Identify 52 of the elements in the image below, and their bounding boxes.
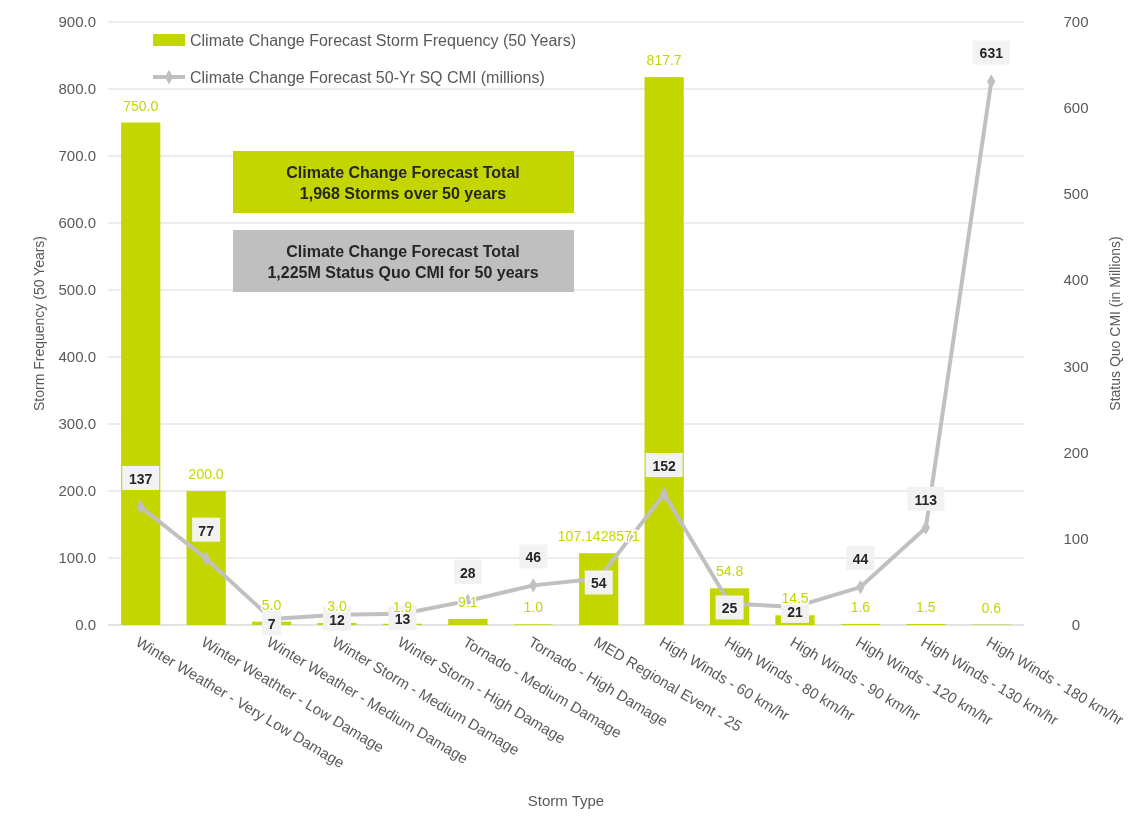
y-tick-label: 700.0 [58, 147, 96, 164]
text-box: Climate Change Forecast Total 1,968 Storms over 50 years [233, 151, 574, 213]
y2-tick-label: 300 [1063, 357, 1089, 375]
y-tick-label: 900.0 [58, 13, 96, 30]
data-label: 9.1 [458, 593, 478, 610]
data-label: 12 [329, 611, 345, 628]
text-box: Climate Change Forecast Total 1,225M Status Quo CMI for 50 years [233, 230, 574, 292]
y-tick-label: 300.0 [58, 415, 96, 432]
y2-tick-label: 500 [1063, 185, 1089, 203]
data-label: 5.0 [261, 596, 282, 613]
data-label: 54 [590, 575, 607, 592]
annotation: Climate Change Forecast Total 1,225M Status Quo CMI for 50 years [267, 242, 539, 281]
data-label: 1.6 [850, 598, 871, 615]
y-tick-label: 200.0 [58, 482, 96, 499]
data-label: 137 [129, 470, 153, 487]
data-label: 113 [914, 491, 938, 508]
data-label: 1.0 [523, 599, 544, 616]
legend-label: Climate Change Forecast Storm Frequency (50 Years) [190, 32, 576, 49]
data-label: 750.0 [123, 97, 159, 114]
data-label: 1.5 [916, 598, 936, 615]
data-label: 631 [979, 45, 1004, 62]
y-tick-label: 500.0 [58, 281, 96, 298]
data-label: 3.0 [327, 597, 347, 614]
y2-tick-label: 200 [1063, 443, 1089, 461]
y2-tick-label: 600 [1063, 99, 1089, 117]
x-axis-title: Storm Type [527, 792, 605, 809]
data-label: 817.7 [646, 52, 682, 69]
y2-axis-title: Status Quo CMI (in Millions) [1107, 236, 1123, 411]
data-label: 1.9 [392, 598, 413, 615]
data-label: 28 [460, 564, 476, 581]
y-tick-label: 400.0 [58, 348, 96, 365]
y2-tick-label: 700 [1063, 13, 1089, 30]
y2-tick-label: 400 [1063, 271, 1089, 289]
y-tick-label: 0.0 [75, 616, 96, 633]
data-label: 200.0 [188, 466, 224, 482]
annotation: Climate Change Forecast Total 1,968 Storms over 50 years [286, 163, 520, 202]
data-label: 44 [852, 551, 869, 568]
y-axis-title: Storm Frequency (50 Years) [31, 235, 47, 412]
data-label: 7 [267, 615, 276, 632]
data-label: 77 [198, 522, 215, 539]
data-label: 25 [721, 600, 738, 617]
data-label: 0.6 [981, 599, 1002, 616]
y-tick-label: 800.0 [58, 80, 96, 97]
y-tick-label: 100.0 [58, 549, 96, 566]
y2-tick-label: 100 [1063, 529, 1089, 547]
data-label: 54.8 [715, 563, 744, 580]
y-tick-label: 600.0 [58, 214, 96, 231]
y2-tick-label: 0 [1071, 616, 1081, 633]
data-label: 46 [525, 549, 542, 566]
data-label: 107.1428571 [557, 528, 640, 545]
data-label: 152 [652, 458, 677, 475]
legend-label: Climate Change Forecast 50-Yr SQ CMI (millions) [190, 69, 545, 86]
